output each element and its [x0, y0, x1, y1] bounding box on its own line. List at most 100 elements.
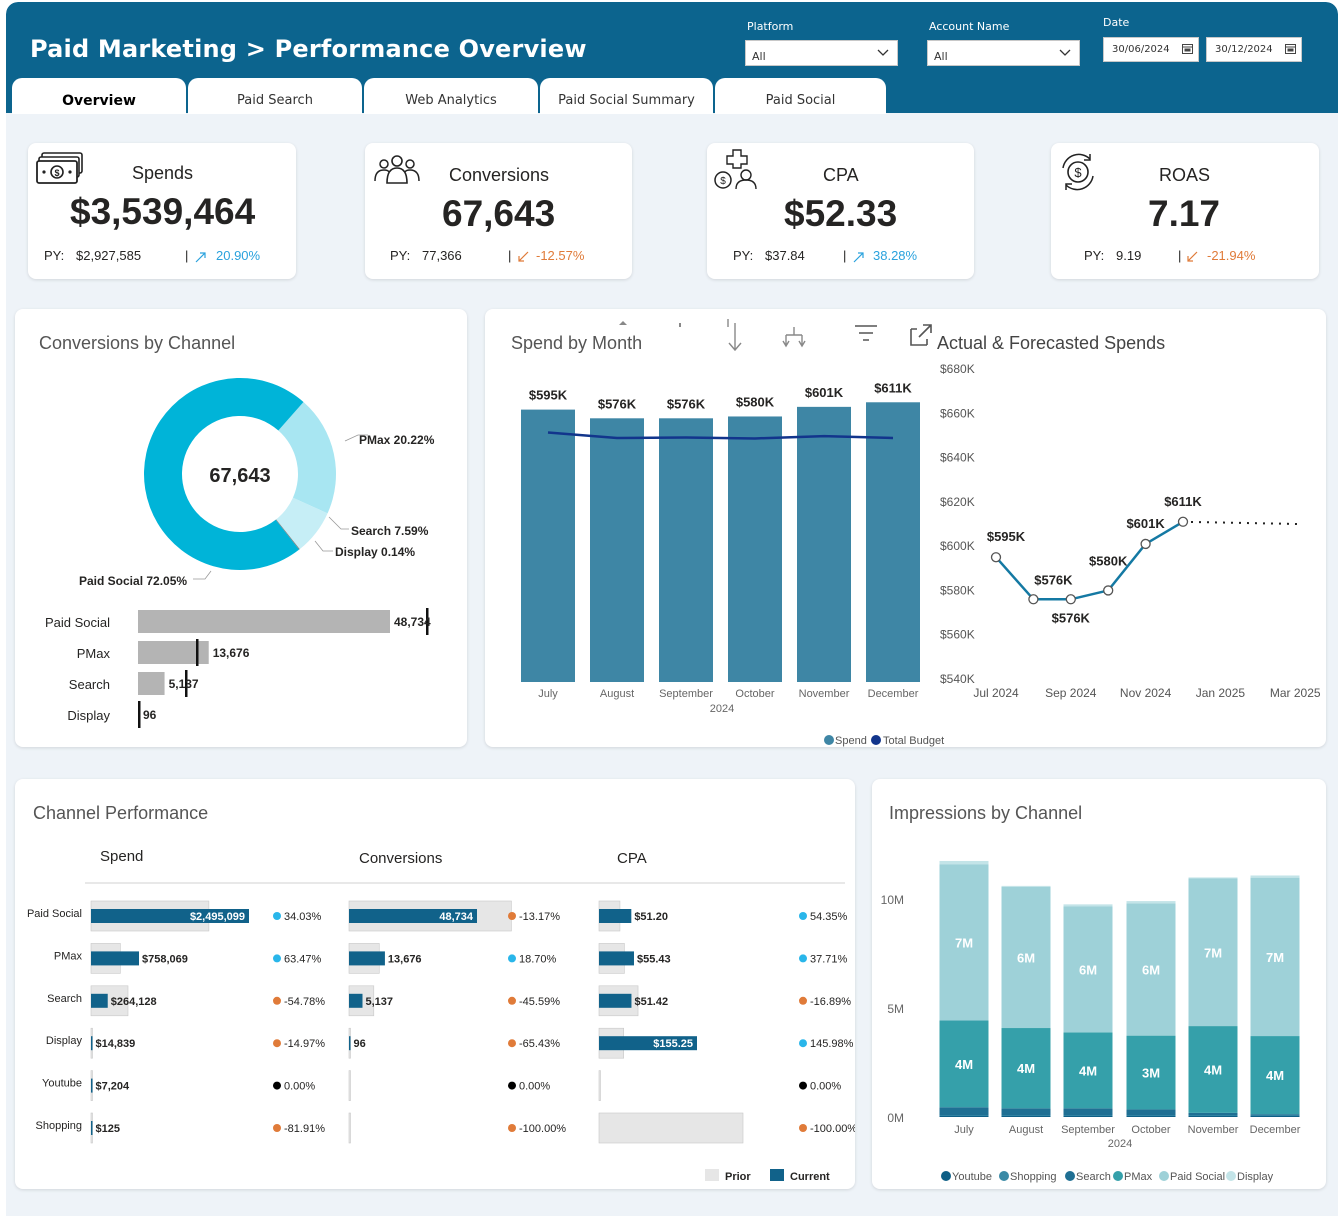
forecast-line[interactable] — [1182, 520, 1298, 525]
current-bar[interactable] — [91, 1036, 93, 1051]
spend-bar[interactable] — [728, 416, 782, 682]
stacked-segment-pmax[interactable] — [1001, 1028, 1051, 1109]
current-bar[interactable] — [599, 909, 632, 923]
y-tick-label: 10M — [881, 893, 904, 907]
stacked-segment-search[interactable] — [1126, 1109, 1176, 1116]
stacked-segment-pmax[interactable] — [1250, 1036, 1300, 1115]
current-bar[interactable] — [91, 1078, 93, 1093]
donut-slice-pmax[interactable] — [278, 401, 336, 514]
line-point-marker[interactable] — [990, 552, 1002, 563]
focus-mode-icon[interactable] — [909, 321, 935, 347]
tab-paid-social-summary[interactable]: Paid Social Summary — [540, 78, 713, 114]
tab-overview[interactable]: Overview — [12, 78, 186, 114]
current-bar[interactable] — [349, 951, 385, 966]
prior-bar[interactable] — [348, 1070, 351, 1101]
stacked-segment-youtube[interactable] — [1126, 1115, 1176, 1117]
conversion-bar[interactable] — [138, 641, 209, 664]
stacked-segment-youtube[interactable] — [939, 1115, 989, 1117]
spend-bar[interactable] — [521, 409, 575, 682]
drill-mode-icon[interactable] — [677, 321, 685, 329]
stacked-segment-paid-social[interactable] — [1001, 886, 1051, 1029]
stacked-segment-display[interactable] — [1126, 901, 1176, 904]
stacked-segment-display[interactable] — [1001, 885, 1051, 887]
date-start-input[interactable]: 30/06/2024 — [1103, 37, 1199, 62]
total-budget-line[interactable] — [547, 431, 894, 440]
expand-hierarchy-icon[interactable] — [781, 325, 807, 349]
filter-icon[interactable] — [853, 323, 879, 343]
stacked-segment-search[interactable] — [1250, 1114, 1300, 1116]
donut-label-search: Search 7.59% — [351, 524, 429, 538]
current-bar[interactable] — [91, 1121, 93, 1135]
actual-spend-line[interactable] — [995, 520, 1184, 601]
stacked-segment-youtube[interactable] — [1250, 1115, 1300, 1117]
date-end-input[interactable]: 30/12/2024 — [1206, 37, 1302, 62]
stacked-segment-paid-social[interactable] — [1188, 878, 1238, 1027]
platform-dropdown[interactable]: All — [745, 40, 898, 66]
stacked-segment-display[interactable] — [1250, 875, 1300, 878]
conversions-donut-chart[interactable]: 67,643 PMax 20.22% Search 7.59% Display … — [15, 309, 467, 747]
current-bar[interactable] — [599, 1036, 697, 1051]
line-point-marker[interactable] — [1140, 538, 1151, 550]
line-point-marker[interactable] — [1028, 594, 1039, 605]
conversion-bar[interactable] — [138, 672, 165, 695]
prior-bar[interactable] — [598, 1070, 601, 1101]
current-bar[interactable] — [349, 993, 363, 1008]
page-title: Paid Marketing > Performance Overview — [30, 35, 587, 63]
spend-bar[interactable] — [797, 406, 851, 682]
x-tick-label: September — [1061, 1124, 1115, 1136]
drill-up-icon[interactable] — [617, 319, 629, 327]
current-bar[interactable] — [91, 909, 249, 923]
legend-label-current: Current — [790, 1171, 830, 1183]
spend-charts-card: Spend by Month Actual & Forecasted Spend… — [485, 309, 1326, 747]
stacked-segment-pmax[interactable] — [1126, 1035, 1176, 1110]
spend-bar[interactable] — [866, 402, 920, 682]
current-bar[interactable] — [91, 993, 108, 1008]
line-point-marker[interactable] — [1177, 516, 1189, 527]
stacked-segment-display[interactable] — [1063, 904, 1113, 907]
line-point-marker[interactable] — [1065, 594, 1076, 605]
prior-bar[interactable] — [348, 1112, 351, 1144]
line-point-marker[interactable] — [1103, 585, 1114, 596]
current-bar[interactable] — [349, 909, 477, 923]
account-dropdown[interactable]: All — [927, 40, 1080, 66]
spend-by-month-chart[interactable]: $595K July $576K August $576K September $580K O… — [485, 309, 1326, 747]
tab-paid-search[interactable]: Paid Search — [188, 78, 362, 114]
stacked-segment-youtube[interactable] — [1188, 1115, 1238, 1117]
spend-bar[interactable] — [659, 418, 713, 682]
donut-slice-display[interactable] — [275, 519, 300, 550]
x-axis-year-label: 2024 — [710, 703, 734, 715]
drill-down-icon[interactable] — [725, 319, 745, 353]
stacked-segment-youtube[interactable] — [1063, 1115, 1113, 1117]
dollar-cycle-icon: $ — [1062, 153, 1094, 191]
spend-bar[interactable] — [590, 418, 644, 682]
stacked-segment-pmax[interactable] — [1188, 1026, 1238, 1113]
conversion-bar[interactable] — [138, 610, 390, 633]
stacked-segment-pmax[interactable] — [1063, 1032, 1113, 1109]
stacked-segment-display[interactable] — [939, 860, 989, 865]
prior-bar[interactable] — [598, 1112, 744, 1144]
calendar-icon[interactable] — [1285, 43, 1296, 54]
stacked-segment-paid-social[interactable] — [1126, 903, 1176, 1036]
stacked-segment-paid-social[interactable] — [1250, 877, 1300, 1037]
stacked-segment-paid-social[interactable] — [1063, 906, 1113, 1033]
current-bar[interactable] — [599, 951, 634, 966]
calendar-icon[interactable] — [1182, 43, 1193, 54]
impressions-stacked-chart[interactable]: 10M 5M 0M 4M 7M July 4M 6M August 4M 6M Septembe… — [872, 779, 1326, 1189]
stacked-segment-paid-social[interactable] — [939, 864, 989, 1021]
donut-slice-paid-social[interactable] — [144, 378, 304, 570]
stacked-segment-search[interactable] — [939, 1107, 989, 1116]
current-bar[interactable] — [599, 993, 632, 1008]
stacked-segment-pmax[interactable] — [939, 1020, 989, 1108]
donut-slice-search[interactable] — [276, 497, 328, 550]
stacked-segment-search[interactable] — [1001, 1108, 1051, 1116]
channel-performance-table[interactable]: Spend Conversions CPA Paid Social $2,495,… — [15, 779, 855, 1189]
stacked-segment-search[interactable] — [1063, 1108, 1113, 1116]
stacked-segment-youtube[interactable] — [1001, 1115, 1051, 1117]
tab-web-analytics[interactable]: Web Analytics — [364, 78, 538, 114]
change-indicator-dot — [273, 1039, 281, 1048]
current-bar[interactable] — [349, 1036, 351, 1051]
stacked-segment-search[interactable] — [1188, 1112, 1238, 1116]
tab-paid-social[interactable]: Paid Social — [715, 78, 886, 114]
current-bar[interactable] — [91, 951, 140, 966]
stacked-segment-display[interactable] — [1188, 877, 1238, 879]
